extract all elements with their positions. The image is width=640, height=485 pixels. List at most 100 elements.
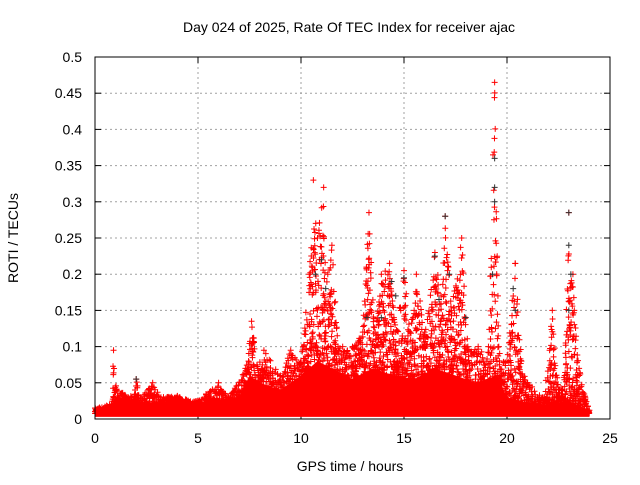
data-point (366, 240, 373, 247)
data-point (402, 302, 409, 309)
data-point (262, 350, 269, 357)
data-point (318, 250, 325, 257)
data-point (370, 315, 377, 322)
data-point (434, 369, 441, 376)
data-point (451, 358, 458, 365)
data-point (460, 292, 467, 299)
data-point (470, 350, 477, 357)
data-point (491, 89, 498, 96)
data-point (215, 379, 222, 386)
x-tick-label: 15 (396, 430, 412, 446)
data-point (306, 323, 313, 330)
data-point (260, 347, 267, 354)
x-tick-label: 5 (194, 430, 202, 446)
data-point (364, 278, 371, 285)
data-point (370, 323, 377, 330)
data-point (510, 293, 517, 300)
data-point (274, 381, 281, 388)
data-point (327, 290, 334, 297)
data-point (511, 344, 518, 351)
data-point (454, 366, 461, 373)
data-point (563, 388, 570, 395)
data-point (401, 267, 407, 274)
data-point (325, 316, 332, 323)
x-tick-label: 20 (499, 430, 515, 446)
data-point (508, 373, 515, 380)
data-point (493, 215, 500, 222)
data-point (524, 379, 531, 386)
y-tick-label: 0.35 (55, 158, 82, 174)
data-point (506, 388, 513, 395)
data-point (372, 349, 379, 356)
data-point (459, 302, 466, 309)
data-point (131, 394, 138, 401)
data-point (379, 280, 386, 287)
data-point (362, 363, 369, 370)
data-point (572, 325, 579, 332)
data-point (305, 352, 312, 359)
data-point (319, 232, 326, 239)
data-point (320, 253, 327, 260)
y-tick-label: 0 (74, 411, 82, 427)
data-point (285, 357, 292, 364)
data-point (393, 353, 400, 360)
data-point (374, 342, 381, 349)
data-point (328, 362, 335, 369)
data-point (476, 359, 483, 366)
data-point (392, 346, 399, 353)
data-point (426, 313, 433, 320)
data-point (513, 312, 520, 319)
data-point (310, 246, 317, 253)
data-point (380, 342, 387, 349)
data-point (312, 251, 319, 258)
data-point (442, 321, 449, 328)
data-point (304, 339, 311, 346)
data-point (458, 254, 465, 261)
data-point (301, 325, 308, 332)
data-point (419, 319, 426, 326)
data-point (401, 303, 408, 310)
data-point (322, 338, 329, 345)
data-point-secondary (431, 253, 438, 260)
data-point-secondary (363, 314, 370, 321)
data-point (383, 374, 390, 381)
data-point (326, 316, 333, 323)
data-point (361, 347, 368, 354)
data-point (569, 354, 576, 361)
data-point (489, 377, 496, 384)
data-point (388, 292, 395, 299)
data-point (277, 372, 284, 379)
data-point (425, 363, 432, 370)
data-point (313, 339, 320, 346)
data-point (307, 310, 314, 317)
data-point (468, 366, 475, 373)
data-point (421, 329, 428, 336)
data-point (484, 356, 491, 363)
data-point (345, 379, 352, 386)
data-point (552, 362, 559, 369)
data-point (515, 332, 522, 339)
data-point (548, 342, 555, 349)
data-point (296, 367, 303, 374)
data-point (468, 359, 475, 366)
data-point (376, 355, 383, 362)
data-point (571, 321, 578, 328)
data-point (411, 362, 418, 369)
data-point (407, 329, 414, 336)
data-point (459, 251, 466, 258)
data-point (495, 322, 502, 329)
data-point (309, 330, 316, 337)
data-point (310, 307, 317, 314)
data-point (249, 354, 256, 361)
data-point (492, 362, 499, 369)
data-point (443, 276, 450, 283)
data-point (554, 374, 561, 381)
data-point (575, 357, 582, 364)
data-point (287, 363, 294, 370)
data-point (322, 329, 329, 336)
data-point (423, 353, 430, 360)
data-point (453, 362, 460, 369)
data-point (509, 372, 516, 379)
data-point (367, 337, 374, 344)
data-point (321, 275, 328, 282)
